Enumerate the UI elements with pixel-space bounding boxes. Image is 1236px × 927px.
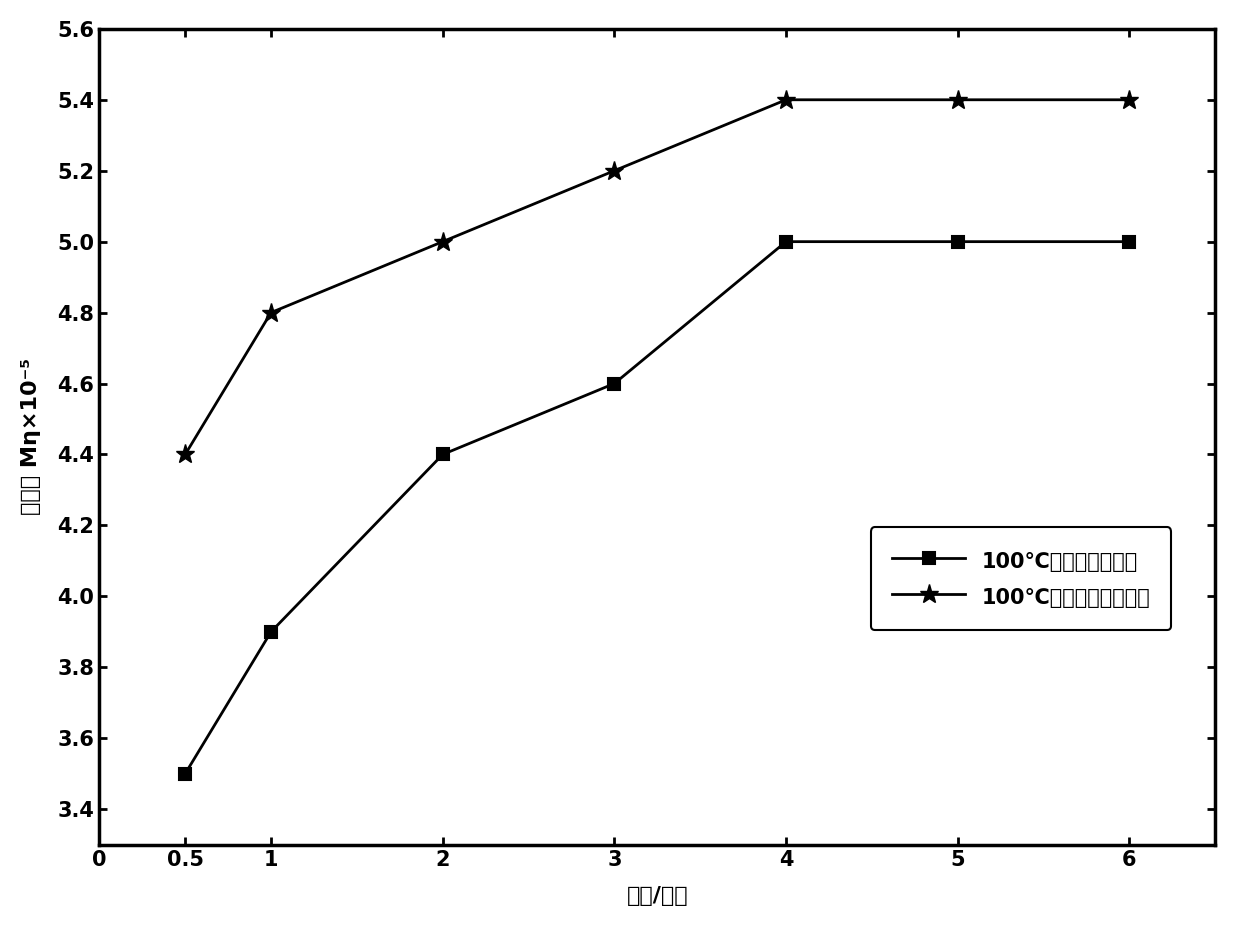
100℃热聚合聚苯乙烯 <box>1122 236 1137 248</box>
100℃热聚合聚苯乙烯 <box>779 236 794 248</box>
100℃原位引发聚苯乙烯 <box>1122 95 1137 106</box>
100℃原位引发聚苯乙烯 <box>178 449 193 460</box>
Line: 100℃原位引发聚苯乙烯: 100℃原位引发聚苯乙烯 <box>176 90 1140 464</box>
100℃原位引发聚苯乙烯 <box>950 95 965 106</box>
Legend: 100℃热聚合聚苯乙烯, 100℃原位引发聚苯乙烯: 100℃热聚合聚苯乙烯, 100℃原位引发聚苯乙烯 <box>871 527 1172 630</box>
100℃热聚合聚苯乙烯 <box>950 236 965 248</box>
Y-axis label: 分子量 Mη×10⁻⁵: 分子量 Mη×10⁻⁵ <box>21 358 41 515</box>
100℃热聚合聚苯乙烯 <box>263 627 278 638</box>
100℃原位引发聚苯乙烯 <box>435 236 450 248</box>
100℃原位引发聚苯乙烯 <box>607 165 622 176</box>
100℃热聚合聚苯乙烯 <box>178 768 193 780</box>
100℃原位引发聚苯乙烯 <box>779 95 794 106</box>
100℃热聚合聚苯乙烯 <box>607 378 622 389</box>
X-axis label: 时间/小时: 时间/小时 <box>627 886 688 907</box>
100℃原位引发聚苯乙烯 <box>263 307 278 318</box>
100℃热聚合聚苯乙烯 <box>435 449 450 460</box>
Line: 100℃热聚合聚苯乙烯: 100℃热聚合聚苯乙烯 <box>179 235 1136 780</box>
